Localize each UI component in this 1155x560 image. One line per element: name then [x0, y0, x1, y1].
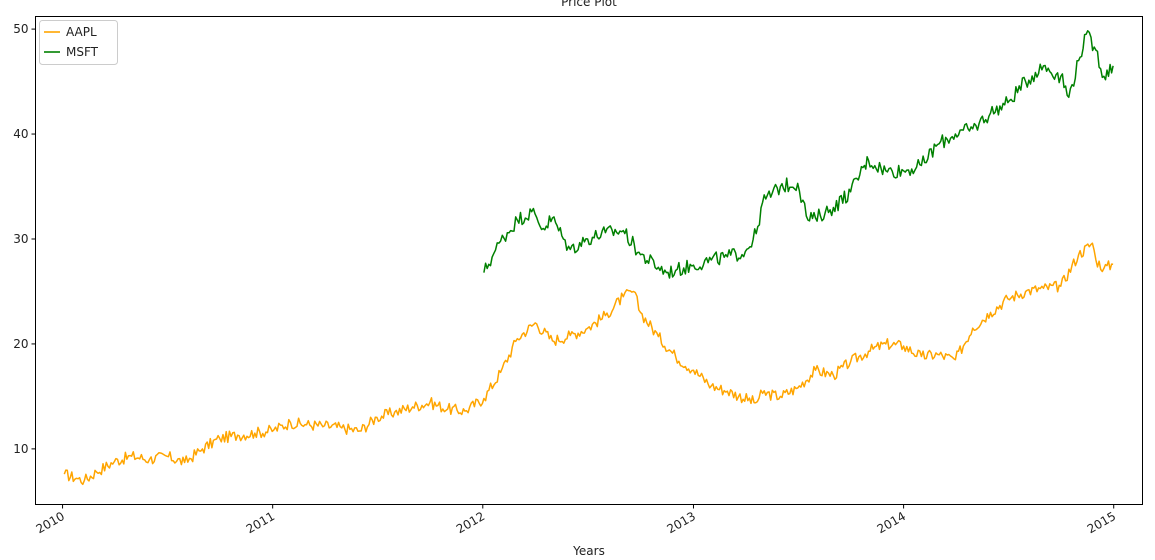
y-tick-label: 40 [13, 127, 28, 141]
chart-title: Price Plot [561, 0, 617, 9]
series-layer [63, 30, 1114, 486]
y-axis: 10 20 30 40 50 [13, 22, 36, 456]
legend: AAPL MSFT [39, 20, 118, 65]
plot-area-frame [35, 16, 1143, 505]
x-axis-title: Years [572, 544, 605, 558]
legend-label-aapl: AAPL [66, 25, 97, 39]
series-line-msft [483, 30, 1114, 279]
series-line-aapl [63, 242, 1114, 486]
y-tick-label: 20 [13, 337, 28, 351]
legend-label-msft: MSFT [66, 45, 99, 59]
y-tick-label: 10 [13, 442, 28, 456]
y-tick-label: 50 [13, 22, 28, 36]
y-tick-label: 30 [13, 232, 28, 246]
